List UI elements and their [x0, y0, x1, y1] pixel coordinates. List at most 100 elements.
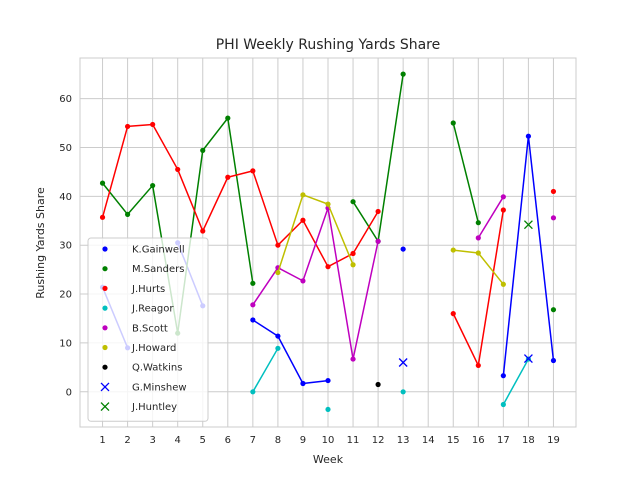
series-line-j-reagor — [502, 358, 530, 405]
x-axis-label: Week — [313, 453, 344, 466]
legend-label: Q.Watkins — [132, 363, 182, 374]
data-point-j-hurts — [500, 207, 506, 213]
data-point-m-sanders — [350, 199, 356, 205]
data-point-g-minshew — [398, 358, 408, 367]
legend-label: B.Scott — [132, 323, 168, 334]
legend-item-j-howard: J.Howard — [102, 343, 176, 354]
series-q-watkins — [375, 381, 381, 388]
data-point-j-hurts — [550, 188, 557, 195]
series-line-b-scott — [477, 196, 504, 239]
legend-marker — [102, 305, 108, 311]
legend-marker — [102, 246, 108, 252]
series-line-j-reagor — [252, 347, 279, 393]
x-tick-label: 1 — [99, 435, 105, 446]
data-point-k-gainwell — [275, 333, 281, 339]
legend-label: J.Hurts — [131, 284, 165, 295]
legend-marker — [100, 402, 110, 412]
y-tick-label: 40 — [59, 192, 72, 203]
x-tick-label: 13 — [397, 435, 410, 446]
data-point-k-gainwell — [525, 133, 532, 139]
data-point-m-sanders — [475, 220, 481, 226]
legend-label: J.Huntley — [131, 402, 177, 413]
legend-marker — [102, 266, 108, 272]
data-point-j-hurts — [175, 166, 181, 173]
data-point-k-gainwell — [300, 380, 306, 387]
data-point-b-scott — [550, 215, 557, 221]
x-tick-label: 4 — [175, 435, 181, 446]
legend-marker — [102, 364, 108, 370]
x-tick-label: 3 — [149, 435, 155, 446]
legend-marker — [102, 285, 108, 291]
legend-label: J.Reagor — [131, 304, 174, 315]
y-tick-label: 10 — [59, 338, 72, 349]
data-point-j-reagor — [400, 389, 406, 395]
data-point-j-huntley — [523, 220, 533, 230]
data-point-g-minshew — [523, 354, 533, 364]
data-point-m-sanders — [250, 280, 256, 286]
data-point-j-reagor — [500, 401, 506, 408]
series-line-k-gainwell — [252, 319, 329, 385]
x-tick-label: 11 — [347, 435, 360, 446]
x-tick-label: 2 — [124, 435, 130, 446]
x-tick-label: 14 — [422, 435, 435, 446]
legend-item-j-reagor: J.Reagor — [102, 304, 174, 315]
data-point-k-gainwell — [400, 246, 406, 252]
data-point-j-reagor — [275, 345, 281, 351]
legend-label: J.Howard — [131, 343, 176, 354]
x-tick-label: 9 — [300, 435, 306, 446]
data-point-m-sanders — [450, 120, 456, 126]
y-tick-label: 0 — [66, 387, 72, 398]
data-point-k-gainwell — [250, 317, 256, 323]
data-point-j-howard — [275, 269, 281, 276]
data-point-j-reagor — [325, 406, 331, 413]
data-point-j-howard — [300, 192, 306, 198]
data-point-k-gainwell — [500, 373, 506, 379]
data-point-j-howard — [500, 281, 506, 287]
data-point-k-gainwell — [325, 377, 331, 384]
x-tick-labels: 1 2 3 4 5 6 7 8 9 10 11 12 13 14 15 16 17 18 19 — [99, 435, 559, 446]
x-tick-label: 18 — [522, 435, 535, 446]
data-point-j-howard — [350, 262, 356, 268]
y-axis-label: Rushing Yards Share — [34, 187, 47, 299]
data-point-j-hurts — [350, 250, 356, 257]
legend-item-k-gainwell: K.Gainwell — [102, 245, 185, 256]
legend-marker — [102, 325, 108, 331]
y-tick-label: 30 — [59, 241, 72, 252]
series-layer — [99, 71, 557, 413]
y-tick-label: 60 — [59, 94, 72, 105]
y-tick-labels: 0 10 20 30 40 50 60 — [59, 94, 72, 398]
data-point-m-sanders — [400, 71, 406, 77]
legend-item-m-sanders: M.Sanders — [102, 264, 184, 275]
legend-item-j-huntley: J.Huntley — [100, 402, 177, 413]
data-point-j-howard — [325, 201, 331, 207]
x-tick-label: 5 — [200, 435, 206, 446]
legend-label: G.Minshew — [132, 382, 187, 393]
data-point-m-sanders — [225, 115, 231, 121]
data-point-b-scott — [475, 235, 481, 241]
data-point-b-scott — [250, 302, 256, 308]
legend-marker — [100, 382, 110, 392]
x-tick-label: 15 — [447, 435, 460, 446]
data-point-j-hurts — [300, 217, 306, 223]
data-point-j-hurts — [450, 311, 456, 317]
data-point-j-hurts — [124, 123, 131, 130]
legend-marker — [102, 344, 108, 351]
series-line-j-howard — [277, 194, 354, 273]
x-tick-label: 19 — [547, 435, 560, 446]
x-tick-label: 10 — [322, 435, 335, 446]
data-point-b-scott — [375, 238, 381, 244]
x-tick-label: 8 — [275, 435, 281, 446]
series-line-m-sanders — [452, 122, 480, 223]
legend-item-q-watkins: Q.Watkins — [102, 363, 182, 374]
data-point-j-reagor — [250, 389, 256, 395]
series-j-huntley — [523, 220, 533, 230]
legend-item-b-scott: B.Scott — [102, 323, 168, 334]
legend: K.Gainwell M.Sanders J.Hurts J.Reagor B.Scot… — [87, 237, 209, 422]
data-point-b-scott — [350, 356, 356, 362]
legend-box — [87, 237, 209, 422]
y-tick-label: 20 — [59, 290, 72, 301]
data-point-m-sanders — [550, 307, 557, 313]
legend-label: M.Sanders — [132, 264, 184, 275]
legend-item-j-hurts: J.Hurts — [102, 284, 165, 295]
